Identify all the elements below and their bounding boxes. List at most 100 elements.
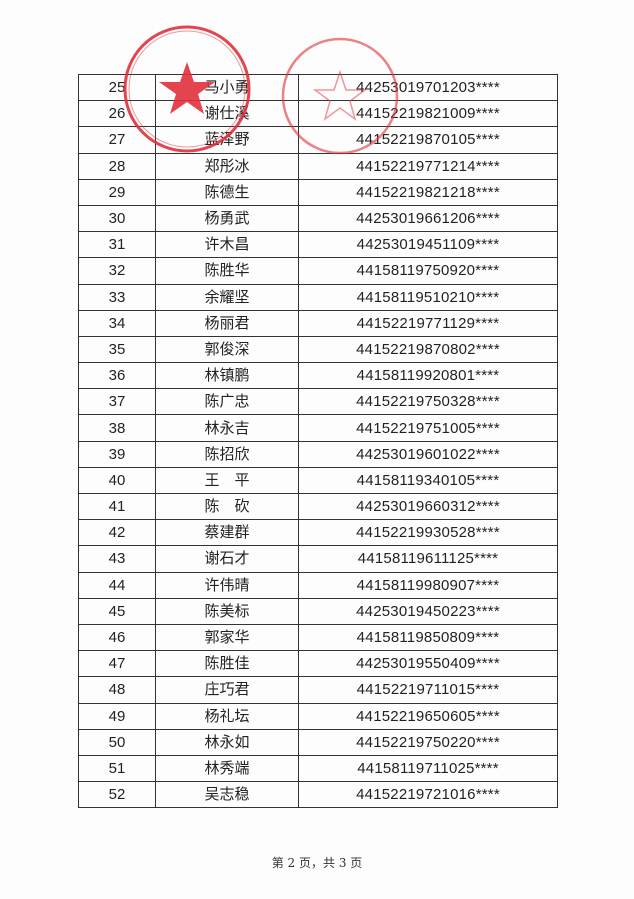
id-number: 44158119980907**** xyxy=(298,571,558,599)
id-number: 44158119711025**** xyxy=(298,754,558,783)
id-number: 44158119920801**** xyxy=(298,362,558,390)
id-number: 44253019701203**** xyxy=(298,73,558,102)
person-name: 庄巧君 xyxy=(155,676,299,704)
row-number: 48 xyxy=(78,676,156,704)
id-number: 44152219870802**** xyxy=(298,335,558,364)
table-row: 25 马小勇 44253019701203**** xyxy=(78,73,558,102)
table-row: 52 吴志稳 44152219721016**** xyxy=(78,781,558,809)
table-row: 40 王 平 44158119340105**** xyxy=(78,466,558,495)
id-number: 44152219821218**** xyxy=(298,178,558,206)
person-name: 陈胜佳 xyxy=(155,650,299,678)
person-name: 许木昌 xyxy=(155,231,299,259)
table-row: 46 郭家华 44158119850809**** xyxy=(78,623,558,652)
row-number: 32 xyxy=(78,257,156,285)
table-row: 27 蓝泽野 44152219870105**** xyxy=(78,126,558,154)
row-number: 34 xyxy=(78,309,156,337)
row-number: 25 xyxy=(78,73,156,102)
row-number: 28 xyxy=(78,152,156,180)
table-row: 49 杨礼坛 44152219650605**** xyxy=(78,702,558,730)
person-name: 谢石才 xyxy=(155,545,299,573)
id-number: 44152219750220**** xyxy=(298,728,558,756)
id-number: 44158119611125**** xyxy=(298,545,558,573)
person-name: 杨丽君 xyxy=(155,309,299,337)
table-row: 50 林永如 44152219750220**** xyxy=(78,728,558,756)
row-number: 30 xyxy=(78,204,156,233)
name-id-table: 25 马小勇 44253019701203**** 26 谢仕溪 441522198210… xyxy=(78,73,558,809)
row-number: 47 xyxy=(78,650,156,678)
table-row: 26 谢仕溪 44152219821009**** xyxy=(78,100,558,128)
table-row: 33 余耀坚 44158119510210**** xyxy=(78,283,558,311)
row-number: 38 xyxy=(78,414,156,442)
row-number: 40 xyxy=(78,466,156,495)
person-name: 陈广忠 xyxy=(155,388,299,416)
person-name: 许伟晴 xyxy=(155,571,299,599)
id-number: 44152219751005**** xyxy=(298,414,558,442)
person-name: 杨礼坛 xyxy=(155,702,299,730)
table-row: 39 陈招欣 44253019601022**** xyxy=(78,440,558,468)
id-number: 44152219771214**** xyxy=(298,152,558,180)
table-row: 36 林镇鹏 44158119920801**** xyxy=(78,362,558,390)
row-number: 31 xyxy=(78,231,156,259)
table-row: 28 郑彤冰 44152219771214**** xyxy=(78,152,558,180)
table-row: 45 陈美标 44253019450223**** xyxy=(78,597,558,625)
table-row: 34 杨丽君 44152219771129**** xyxy=(78,309,558,337)
row-number: 50 xyxy=(78,728,156,756)
table-row: 48 庄巧君 44152219711015**** xyxy=(78,676,558,704)
table-row: 41 陈 砍 44253019660312**** xyxy=(78,492,558,521)
row-number: 44 xyxy=(78,571,156,599)
row-number: 52 xyxy=(78,781,156,809)
id-number: 44158119510210**** xyxy=(298,283,558,311)
row-number: 51 xyxy=(78,754,156,783)
person-name: 陈 砍 xyxy=(155,492,299,521)
person-name: 陈胜华 xyxy=(155,257,299,285)
row-number: 29 xyxy=(78,178,156,206)
table-row: 44 许伟晴 44158119980907**** xyxy=(78,571,558,599)
row-number: 41 xyxy=(78,492,156,521)
person-name: 林镇鹏 xyxy=(155,362,299,390)
page-number: 第 2 页，共 3 页 xyxy=(271,856,363,870)
id-number: 44152219870105**** xyxy=(298,126,558,154)
id-number: 44253019601022**** xyxy=(298,440,558,468)
person-name: 吴志稳 xyxy=(155,781,299,809)
person-name: 郭家华 xyxy=(155,623,299,652)
id-number: 44152219930528**** xyxy=(298,519,558,547)
id-number: 44152219650605**** xyxy=(298,702,558,730)
person-name: 郑彤冰 xyxy=(155,152,299,180)
person-name: 谢仕溪 xyxy=(155,100,299,128)
table-row: 32 陈胜华 44158119750920**** xyxy=(78,257,558,285)
id-number: 44253019450223**** xyxy=(298,597,558,625)
table-row: 35 郭俊深 44152219870802**** xyxy=(78,335,558,364)
table-row: 42 蔡建群 44152219930528**** xyxy=(78,519,558,547)
table-row: 30 杨勇武 44253019661206**** xyxy=(78,204,558,233)
id-number: 44152219771129**** xyxy=(298,309,558,337)
person-name: 杨勇武 xyxy=(155,204,299,233)
table-row: 47 陈胜佳 44253019550409**** xyxy=(78,650,558,678)
id-number: 44158119340105**** xyxy=(298,466,558,495)
table-row: 31 许木昌 44253019451109**** xyxy=(78,231,558,259)
person-name: 蔡建群 xyxy=(155,519,299,547)
table-row: 43 谢石才 44158119611125**** xyxy=(78,545,558,573)
person-name: 马小勇 xyxy=(155,73,299,102)
row-number: 39 xyxy=(78,440,156,468)
row-number: 27 xyxy=(78,126,156,154)
person-name: 陈招欣 xyxy=(155,440,299,468)
person-name: 陈美标 xyxy=(155,597,299,625)
row-number: 42 xyxy=(78,519,156,547)
table-row: 37 陈广忠 44152219750328**** xyxy=(78,388,558,416)
row-number: 26 xyxy=(78,100,156,128)
row-number: 37 xyxy=(78,388,156,416)
id-number: 44158119850809**** xyxy=(298,623,558,652)
id-number: 44253019660312**** xyxy=(298,492,558,521)
id-number: 44158119750920**** xyxy=(298,257,558,285)
id-number: 44253019661206**** xyxy=(298,204,558,233)
row-number: 49 xyxy=(78,702,156,730)
person-name: 林永如 xyxy=(155,728,299,756)
person-name: 余耀坚 xyxy=(155,283,299,311)
id-number: 44152219711015**** xyxy=(298,676,558,704)
person-name: 陈德生 xyxy=(155,178,299,206)
table-row: 29 陈德生 44152219821218**** xyxy=(78,178,558,206)
row-number: 45 xyxy=(78,597,156,625)
person-name: 王 平 xyxy=(155,466,299,495)
table-row: 38 林永吉 44152219751005**** xyxy=(78,414,558,442)
row-number: 43 xyxy=(78,545,156,573)
